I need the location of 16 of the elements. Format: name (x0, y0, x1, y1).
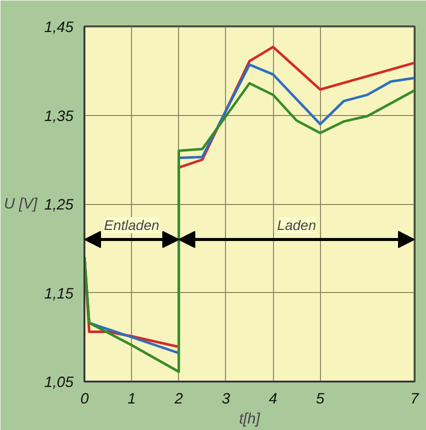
band-label: Laden (277, 217, 316, 234)
y-axis-title: U [V] (4, 196, 38, 212)
y-tick-label: 1,35 (44, 108, 74, 125)
y-tick-label: 1,05 (44, 374, 74, 391)
x-axis-title: t[h] (239, 410, 261, 428)
x-tick-label: 1 (127, 390, 136, 408)
x-tick-label: 7 (410, 390, 420, 408)
x-tick-label: 4 (268, 390, 278, 408)
band-label: Entladen (104, 217, 160, 234)
y-tick-label: 1,45 (44, 19, 74, 36)
x-tick-label: 3 (222, 390, 231, 408)
x-tick-label: 5 (316, 390, 326, 408)
y-tick-label: 1,15 (44, 285, 74, 302)
x-tick-label: 2 (174, 390, 184, 408)
x-tick-label: 0 (80, 390, 90, 408)
y-tick-label: 1,25 (44, 196, 74, 214)
